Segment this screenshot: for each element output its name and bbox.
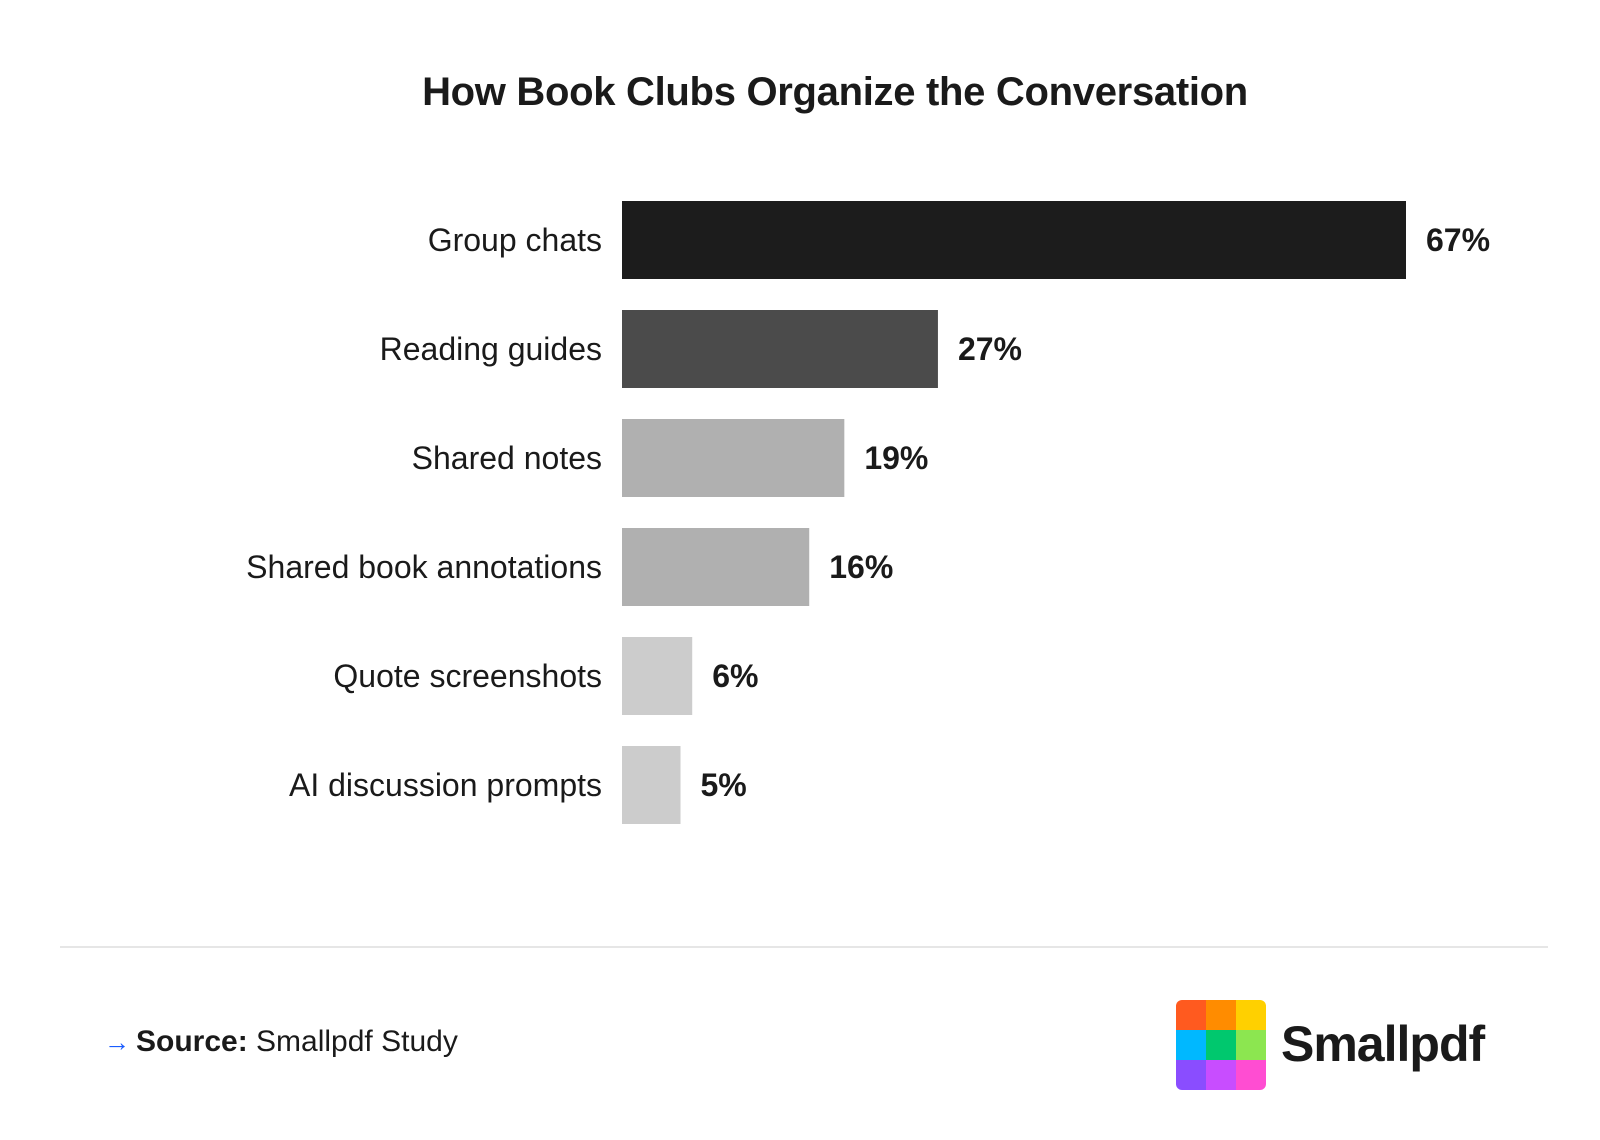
logo-tile	[1236, 1030, 1266, 1060]
category-label: Shared notes	[412, 440, 602, 476]
footer-divider	[60, 946, 1548, 948]
bar	[622, 637, 693, 715]
bar	[622, 528, 810, 606]
logo-tile	[1236, 1060, 1266, 1090]
value-label: 27%	[958, 331, 1022, 367]
logo-tile	[1236, 1000, 1266, 1030]
arrow-right-icon: →	[104, 1027, 130, 1057]
value-label: 16%	[829, 549, 893, 585]
logo-tile	[1206, 1000, 1236, 1030]
smallpdf-logo-icon	[1176, 1000, 1266, 1090]
chart-title: How Book Clubs Organize the Conversation	[422, 70, 1248, 114]
bar	[622, 310, 938, 388]
bar	[622, 419, 845, 497]
value-label: 5%	[701, 767, 747, 803]
source-text: Smallpdf Study	[256, 1025, 458, 1058]
logo-tile	[1206, 1030, 1236, 1060]
logo-tile	[1176, 1000, 1206, 1030]
source-line: → Source: Smallpdf Study	[104, 1025, 458, 1059]
brand-name: Smallpdf	[1281, 1016, 1485, 1072]
logo-tile	[1176, 1060, 1206, 1090]
bar	[622, 201, 1406, 279]
source-label: Source:	[136, 1025, 248, 1058]
value-label: 19%	[864, 440, 928, 476]
logo-tile	[1206, 1060, 1236, 1090]
logo-tile	[1176, 1030, 1206, 1060]
bar	[622, 746, 681, 824]
value-label: 6%	[712, 658, 758, 694]
category-label: Group chats	[428, 222, 602, 258]
category-label: Shared book annotations	[246, 549, 602, 585]
value-label: 67%	[1426, 222, 1490, 258]
category-label: AI discussion prompts	[289, 767, 602, 803]
bar-chart: Group chats 67% Reading guides 27% Shared no…	[246, 201, 1490, 824]
category-label: Reading guides	[380, 331, 602, 367]
category-label: Quote screenshots	[333, 658, 602, 694]
